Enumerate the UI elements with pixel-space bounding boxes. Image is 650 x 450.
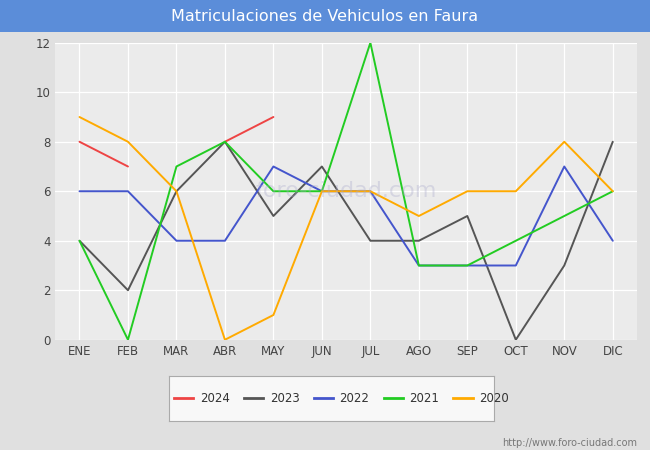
Text: http://www.foro-ciudad.com: http://www.foro-ciudad.com	[502, 438, 637, 448]
Text: 2021: 2021	[410, 392, 439, 405]
Text: 2023: 2023	[270, 392, 300, 405]
Text: Matriculaciones de Vehiculos en Faura: Matriculaciones de Vehiculos en Faura	[172, 9, 478, 24]
Text: 2024: 2024	[200, 392, 229, 405]
Text: foro-ciudad.com: foro-ciudad.com	[255, 181, 437, 201]
Text: 2020: 2020	[480, 392, 509, 405]
Text: 2022: 2022	[339, 392, 369, 405]
